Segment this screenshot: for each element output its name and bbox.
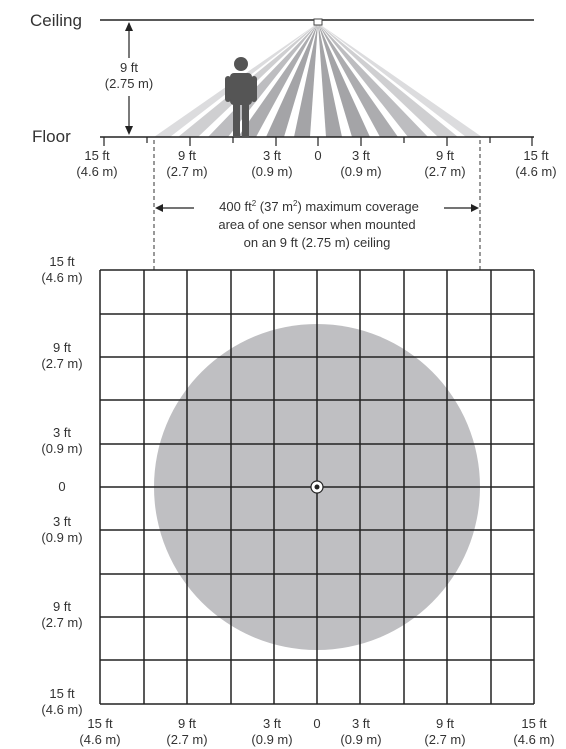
coverage-note: 400 ft2 (37 m2) maximum coverage area of… (155, 199, 479, 250)
x-tick-m: (4.6 m) (79, 732, 120, 747)
x-tick-ft: 9 ft (436, 148, 454, 163)
y-tick-m: (2.7 m) (41, 356, 82, 371)
y-tick-ft: 3 ft (53, 425, 71, 440)
y-tick-m: (4.6 m) (41, 702, 82, 717)
x-tick-m: (2.7 m) (166, 732, 207, 747)
x-tick-ft: 3 ft (352, 716, 370, 731)
beam-9 (318, 23, 398, 137)
detection-beams (154, 23, 482, 137)
arrow-right-icon (471, 204, 479, 212)
y-tick-ft: 0 (58, 479, 65, 494)
y-tick-m: (4.6 m) (41, 270, 82, 285)
top-view: 15 ft (4.6 m) 9 ft (2.7 m) 3 ft (0.9 m) … (41, 254, 554, 747)
person-icon (225, 57, 257, 137)
arrow-up-icon (125, 22, 133, 31)
x-tick-ft: 9 ft (178, 716, 196, 731)
x-tick-ft: 0 (313, 716, 320, 731)
coverage-note-line2: area of one sensor when mounted (218, 217, 415, 232)
x-tick-m: (0.9 m) (251, 732, 292, 747)
beam-12 (318, 23, 482, 137)
beam-10 (318, 23, 428, 137)
arrow-down-icon (125, 126, 133, 135)
coverage-note-line3: on an 9 ft (2.75 m) ceiling (244, 235, 391, 250)
x-tick-ft: 15 ft (84, 148, 110, 163)
height-dimension: 9 ft (2.75 m) (105, 22, 153, 135)
x-tick-m: (4.6 m) (515, 164, 556, 179)
height-label-ft: 9 ft (120, 60, 138, 75)
x-tick-ft: 15 ft (521, 716, 547, 731)
y-tick-ft: 15 ft (49, 254, 75, 269)
beam-8 (318, 23, 370, 137)
beam-6 (294, 23, 318, 137)
floor-tick-labels: 15 ft (4.6 m) 9 ft (2.7 m) 3 ft (0.9 m) … (76, 148, 556, 179)
beam-11 (318, 23, 458, 137)
sensor-icon (313, 18, 323, 26)
grid (99, 269, 535, 705)
x-tick-m: (0.9 m) (340, 732, 381, 747)
beam-7 (318, 23, 342, 137)
x-tick-m: (2.7 m) (424, 732, 465, 747)
x-axis-labels: 15 ft (4.6 m) 9 ft (2.7 m) 3 ft (0.9 m) … (79, 716, 554, 747)
x-tick-m: (4.6 m) (513, 732, 554, 747)
beam-5 (266, 23, 318, 137)
y-tick-ft: 9 ft (53, 340, 71, 355)
x-tick-ft: 3 ft (263, 716, 281, 731)
coverage-note-line1: 400 ft2 (37 m2) maximum coverage (219, 199, 419, 214)
sensor-crosshair-icon (310, 480, 324, 494)
side-view: Ceiling Floor 9 ft (2.75 m) (30, 11, 557, 270)
y-tick-ft: 3 ft (53, 514, 71, 529)
x-tick-ft: 9 ft (436, 716, 454, 731)
x-tick-ft: 9 ft (178, 148, 196, 163)
x-tick-ft: 15 ft (523, 148, 549, 163)
floor-label: Floor (32, 127, 71, 146)
x-tick-ft: 0 (314, 148, 321, 163)
arrow-left-icon (155, 204, 163, 212)
x-tick-m: (2.7 m) (166, 164, 207, 179)
x-tick-m: (0.9 m) (251, 164, 292, 179)
x-tick-m: (4.6 m) (76, 164, 117, 179)
x-tick-ft: 3 ft (352, 148, 370, 163)
x-tick-m: (0.9 m) (340, 164, 381, 179)
y-axis-labels: 15 ft (4.6 m) 9 ft (2.7 m) 3 ft (0.9 m) … (41, 254, 82, 717)
height-label-m: (2.75 m) (105, 76, 153, 91)
x-tick-m: (2.7 m) (424, 164, 465, 179)
y-tick-m: (2.7 m) (41, 615, 82, 630)
y-tick-ft: 9 ft (53, 599, 71, 614)
y-tick-ft: 15 ft (49, 686, 75, 701)
x-tick-ft: 15 ft (87, 716, 113, 731)
x-tick-ft: 3 ft (263, 148, 281, 163)
y-tick-m: (0.9 m) (41, 530, 82, 545)
ceiling-label: Ceiling (30, 11, 82, 30)
floor-ticks (103, 137, 533, 146)
beam-4 (238, 23, 318, 137)
y-tick-m: (0.9 m) (41, 441, 82, 456)
